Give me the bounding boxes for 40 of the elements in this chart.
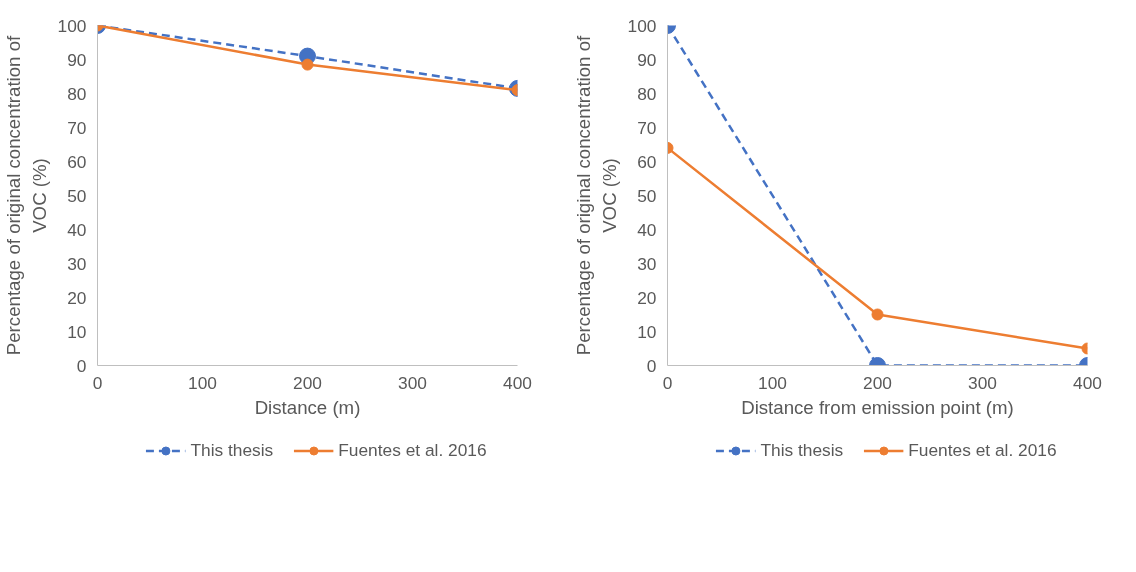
y-tick-label: 50 [67, 185, 87, 206]
x-tick-label: 0 [92, 372, 103, 393]
x-tick-label: 100 [188, 372, 217, 393]
y-tick-label: 0 [646, 355, 657, 376]
y-tick-label: 70 [67, 117, 87, 138]
y-tick-label: 50 [637, 185, 657, 206]
x-axis-title: Distance from emission point (m) [741, 396, 1014, 418]
y-tick-label: 60 [67, 151, 87, 172]
y-tick-label: 100 [57, 15, 87, 36]
x-tick-label: 200 [863, 372, 892, 393]
y-tick-label: 10 [637, 321, 657, 342]
y-axis-title: Percentage of original concentration of VOC (%) [573, 34, 620, 356]
y-tick-label: 100 [627, 15, 657, 36]
x-axis-title: Distance (m) [254, 396, 361, 418]
legend-label: This thesis [190, 439, 274, 461]
y-tick-label: 40 [637, 219, 657, 240]
x-tick-label: 0 [662, 372, 673, 393]
x-tick-label: 300 [968, 372, 997, 393]
x-tick-label: 200 [293, 372, 322, 393]
x-tick-label: 300 [398, 372, 427, 393]
y-tick-label: 20 [67, 287, 87, 308]
y-tick-label: 90 [637, 49, 657, 70]
y-tick-label: 80 [67, 83, 87, 104]
y-tick-label: 20 [637, 287, 657, 308]
y-axis-title: Percentage of original concentration of VOC (%) [3, 34, 50, 356]
y-tick-label: 40 [67, 219, 87, 240]
y-tick-label: 80 [637, 83, 657, 104]
legend-label: Fuentes et al. 2016 [908, 439, 1057, 461]
y-tick-label: 60 [637, 151, 657, 172]
x-tick-label: 400 [503, 372, 532, 393]
y-tick-label: 30 [67, 253, 87, 274]
legend-label: This thesis [760, 439, 844, 461]
y-tick-label: 30 [637, 253, 657, 274]
y-tick-label: 0 [76, 355, 87, 376]
y-tick-label: 70 [637, 117, 657, 138]
x-tick-label: 400 [1073, 372, 1102, 393]
x-tick-label: 100 [758, 372, 787, 393]
y-tick-label: 10 [67, 321, 87, 342]
y-tick-label: 90 [67, 49, 87, 70]
legend-label: Fuentes et al. 2016 [338, 439, 487, 461]
